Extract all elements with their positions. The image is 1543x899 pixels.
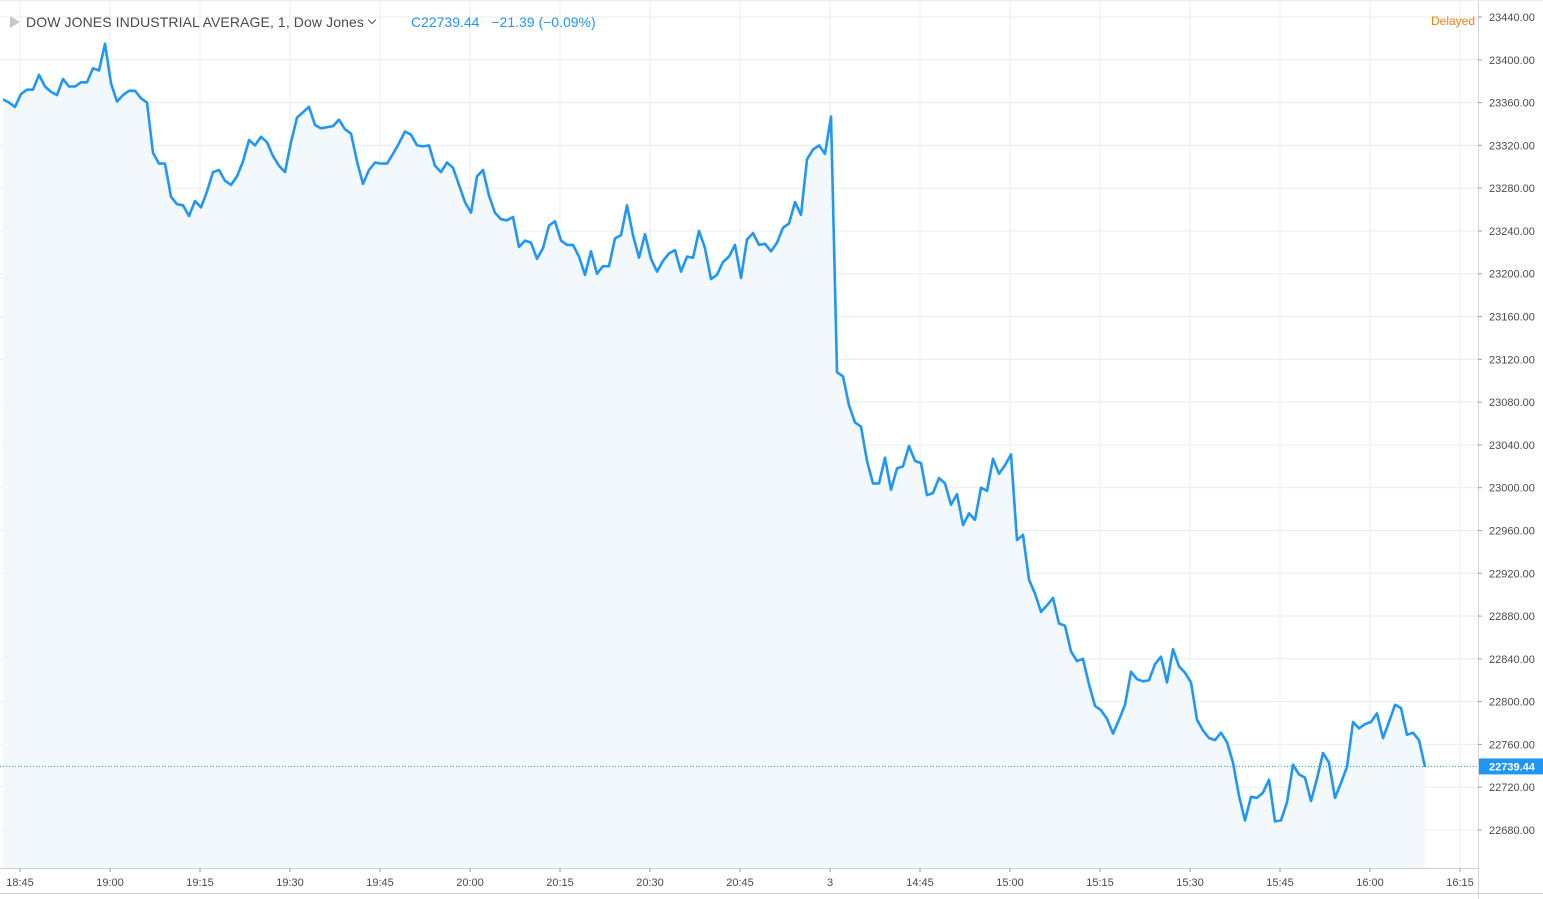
x-tick-label: 15:00	[996, 877, 1024, 889]
x-tick-label: 15:45	[1266, 877, 1294, 889]
x-tick-label: 15:15	[1086, 877, 1114, 889]
quote-values: C22739.44 −21.39 (−0.09%)	[411, 14, 604, 30]
y-tick-label: 22720.00	[1489, 782, 1535, 794]
series-price-line	[2, 42, 1427, 823]
x-tick-label: 16:00	[1356, 877, 1384, 889]
y-tick-label: 23400.00	[1489, 55, 1535, 67]
chevron-down-icon[interactable]	[367, 15, 377, 25]
y-tick-label: 22840.00	[1489, 654, 1535, 666]
chart-legend: DOW JONES INDUSTRIAL AVERAGE, 1, Dow Jon…	[10, 12, 604, 32]
y-tick-label: 22800.00	[1489, 697, 1535, 709]
last-price-badge	[1479, 758, 1543, 775]
x-tick-label: 15:30	[1176, 877, 1204, 889]
last-price-text: 22739.44	[1489, 761, 1536, 773]
x-tick-label: 20:15	[546, 877, 574, 889]
y-tick-label: 23360.00	[1489, 98, 1535, 110]
y-tick-label: 22880.00	[1489, 611, 1535, 623]
x-tick-label: 20:45	[726, 877, 754, 889]
x-tick-label: 19:30	[276, 877, 304, 889]
x-tick-label: 16:15	[1446, 877, 1474, 889]
y-tick-label: 23040.00	[1489, 440, 1535, 452]
price-axis[interactable]: 23440.00 23400.00 23360.00 23320.00 23280.00…	[1478, 12, 1535, 837]
quote-close: C22739.44	[410, 14, 480, 30]
y-tick-label: 23160.00	[1489, 312, 1535, 324]
y-tick-label: 23120.00	[1489, 354, 1535, 366]
y-tick-label: 23440.00	[1489, 12, 1535, 24]
x-tick-label: 20:00	[456, 877, 484, 889]
flag-icon	[10, 16, 26, 28]
x-tick-label: 20:30	[636, 877, 664, 889]
y-tick-label: 23240.00	[1489, 226, 1535, 238]
x-tick-label: 19:15	[186, 877, 214, 889]
quote-change: −21.39 (−0.09%)	[491, 14, 596, 30]
y-tick-label: 23200.00	[1489, 269, 1535, 281]
y-tick-label: 22960.00	[1489, 525, 1535, 537]
x-tick-label: 19:00	[96, 877, 124, 889]
x-tick-label: 3	[827, 877, 833, 889]
x-tick-label: 18:45	[6, 877, 34, 889]
y-tick-label: 22680.00	[1489, 825, 1535, 837]
y-tick-label: 23000.00	[1489, 483, 1535, 495]
y-tick-label: 23080.00	[1489, 397, 1535, 409]
y-tick-label: 23280.00	[1489, 183, 1535, 195]
delayed-status-badge: Delayed	[1431, 14, 1476, 28]
y-tick-label: 22920.00	[1489, 568, 1535, 580]
symbol-title[interactable]: DOW JONES INDUSTRIAL AVERAGE, 1, Dow Jon…	[26, 14, 364, 30]
time-axis[interactable]: 18:45 19:00 19:15 19:30 19:45 20:00 20:15 20:30…	[6, 868, 1474, 889]
y-tick-label: 23320.00	[1489, 140, 1535, 152]
last-price-label: 22739.44	[1479, 758, 1543, 775]
x-tick-label: 19:45	[366, 877, 394, 889]
y-tick-label: 22760.00	[1489, 739, 1535, 751]
series-area-fill	[3, 43, 1425, 868]
x-tick-label: 14:45	[906, 877, 934, 889]
